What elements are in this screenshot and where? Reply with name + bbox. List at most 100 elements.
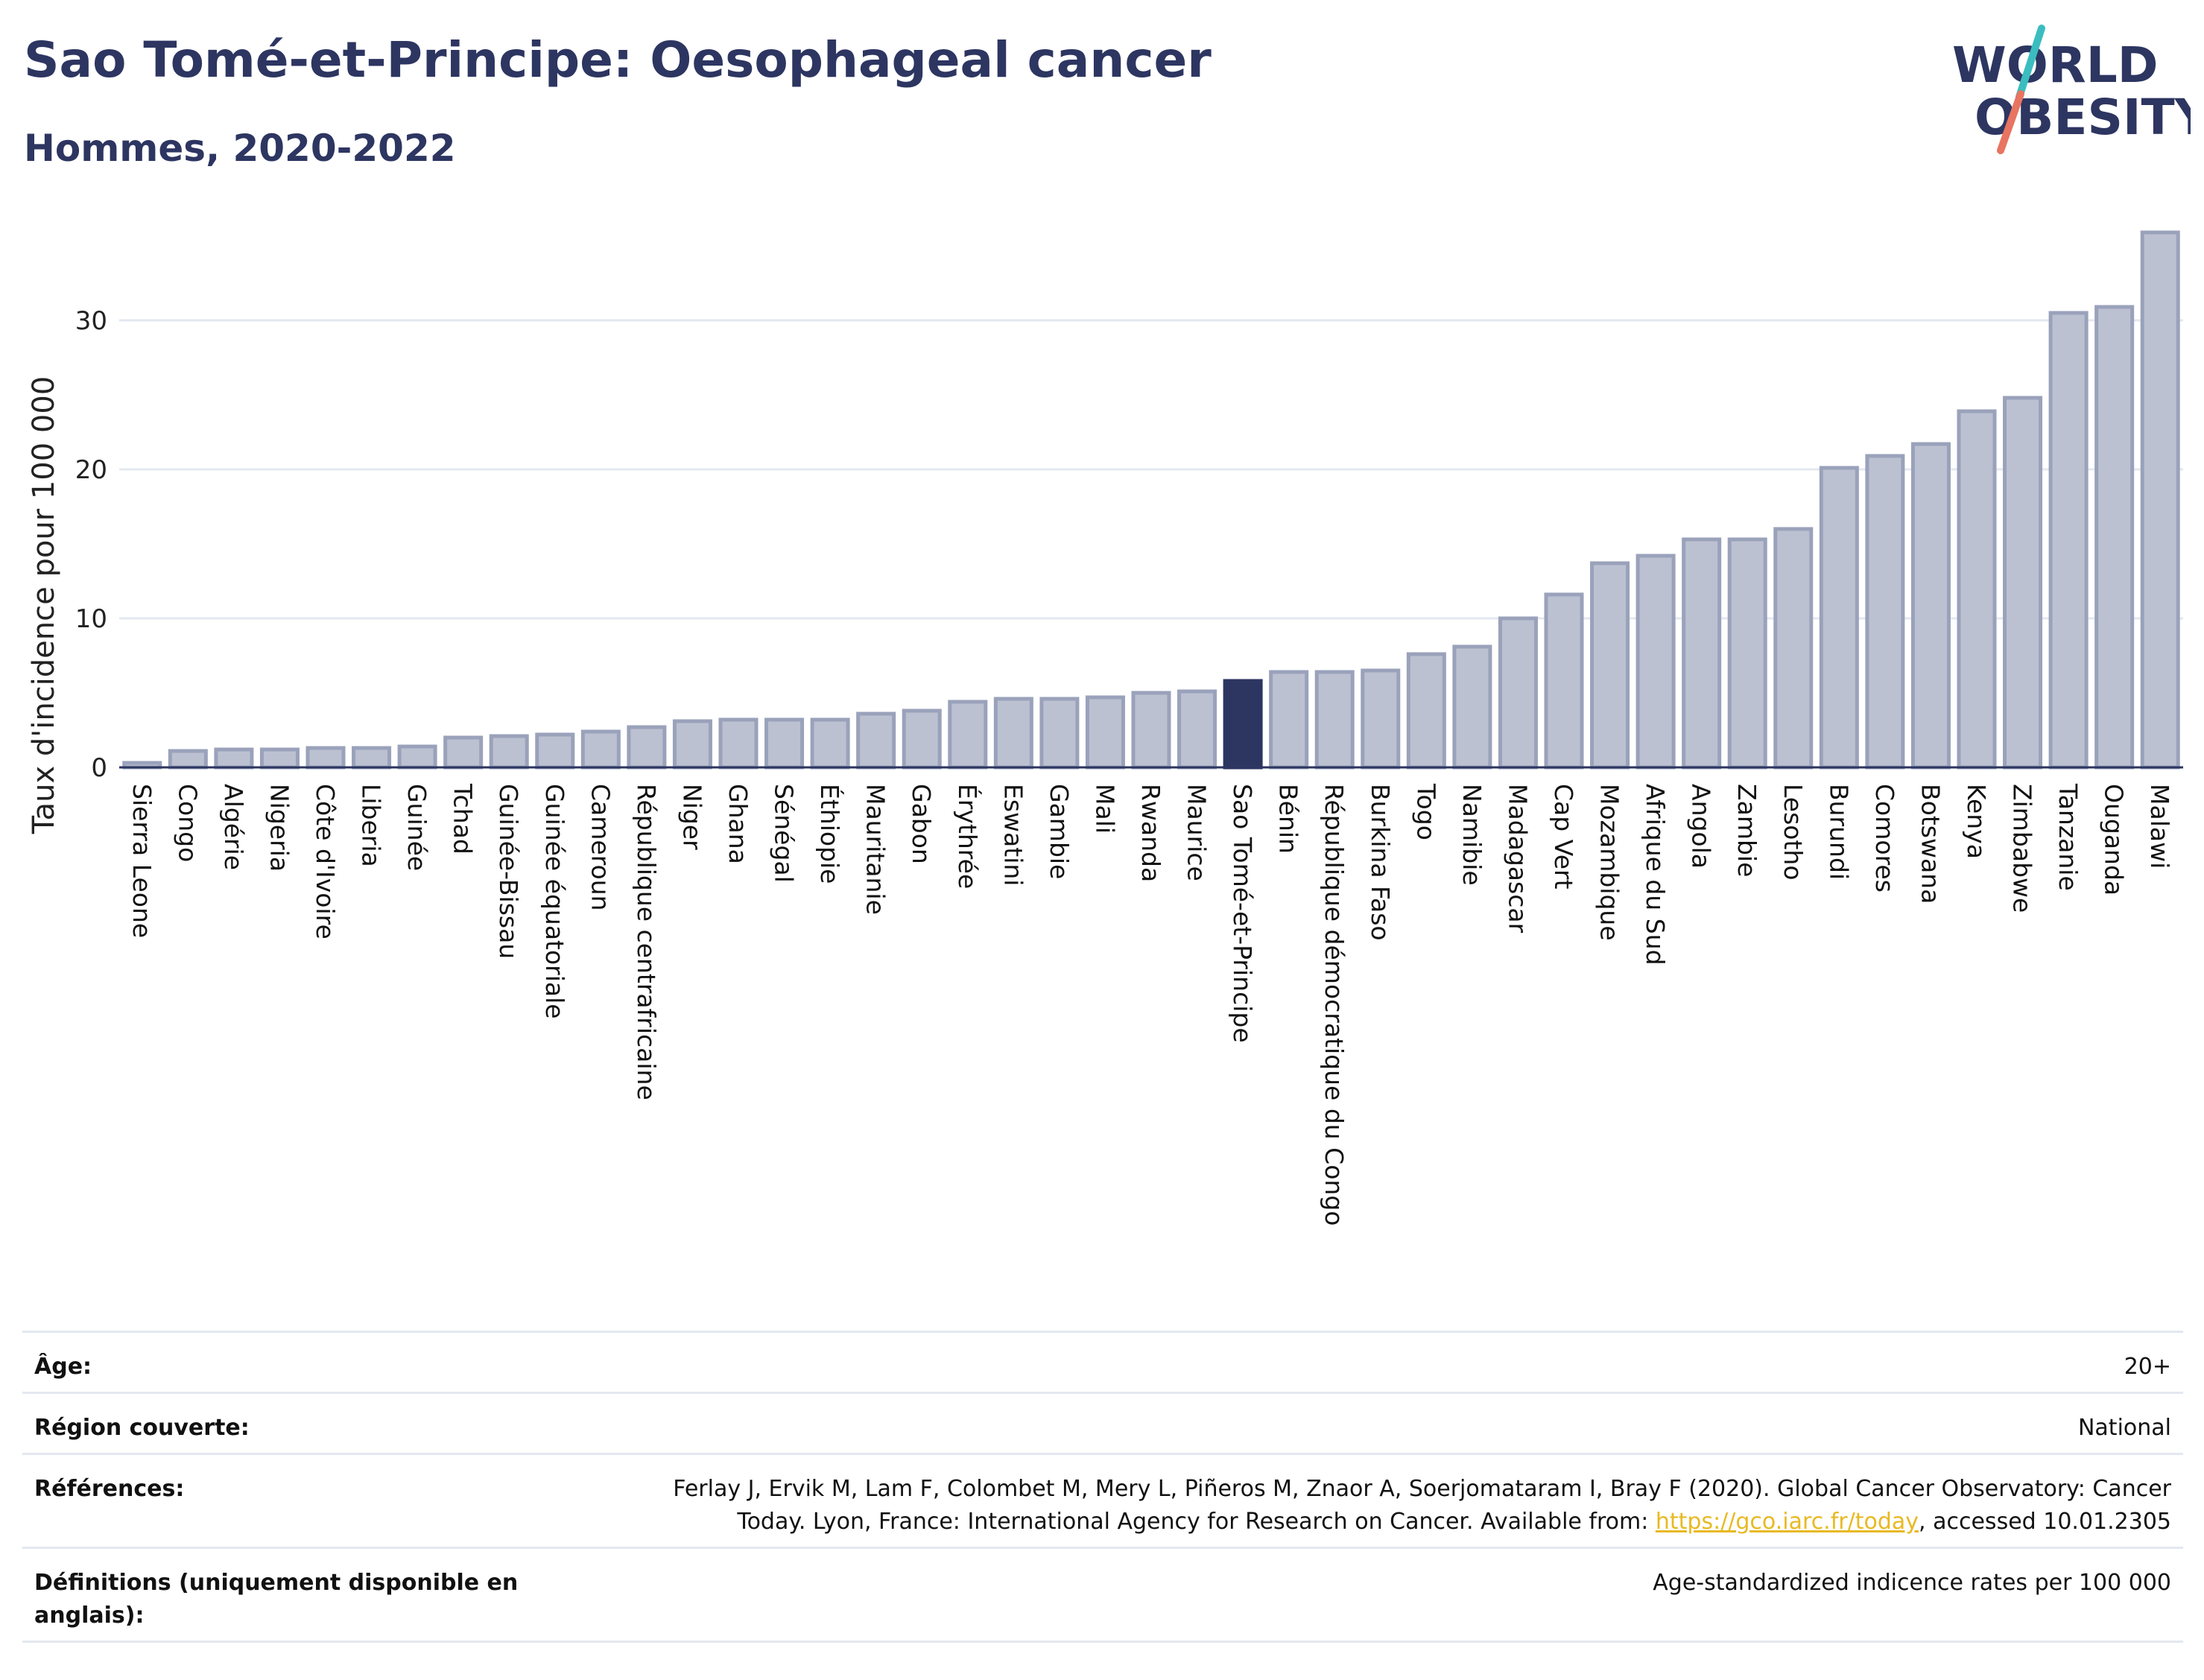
info-key: Âge:	[34, 1354, 92, 1380]
bar	[1635, 554, 1676, 770]
x-tick-label: Togo	[1411, 783, 1440, 840]
bar	[672, 719, 712, 770]
x-tick-label: Gabon	[907, 784, 936, 864]
x-tick-label: Maurice	[1182, 784, 1212, 881]
chart-subtitle: Hommes, 2020-2022	[24, 127, 456, 170]
bar	[856, 711, 896, 770]
x-tick-label: Algérie	[219, 784, 248, 870]
bar	[535, 732, 575, 770]
bar	[1039, 697, 1080, 770]
info-value: Age-standardized indicence rates per 100…	[1653, 1570, 2171, 1596]
x-tick-label: Cap Vert	[1549, 784, 1578, 890]
x-tick-label: Madagascar	[1503, 784, 1532, 933]
info-row-definitions: Définitions (uniquement disponible en an…	[22, 1549, 2183, 1643]
bar	[1819, 466, 1859, 770]
x-tick-label: Congo	[173, 784, 202, 862]
x-tick-label: Guinée-Bissau	[494, 784, 523, 959]
y-tick-label: 30	[75, 306, 107, 336]
bar	[168, 749, 208, 770]
info-row-age: Âge: 20+	[22, 1333, 2183, 1394]
x-tick-label: Botswana	[1916, 784, 1945, 904]
bar	[1910, 442, 1951, 770]
bar	[1314, 670, 1355, 770]
bar	[1727, 537, 1767, 770]
chart-title: Sao Tomé-et-Principe: Oesophageal cancer	[24, 31, 1212, 89]
bars	[119, 230, 2183, 770]
x-tick-label: Côte d'Ivoire	[311, 784, 340, 939]
bar	[2003, 396, 2043, 770]
x-tick-label: Angola	[1687, 784, 1716, 869]
x-tick-label: Afrique du Sud	[1641, 784, 1670, 966]
info-value: National	[2077, 1415, 2171, 1441]
y-tick-label: 20	[75, 455, 107, 485]
x-tick-label: Éthiopie	[815, 784, 845, 884]
reference-line2: Today. Lyon, France: International Agenc…	[737, 1509, 1656, 1535]
info-key: Références:	[34, 1476, 185, 1502]
bar	[214, 747, 254, 770]
x-tick-label: Cameroun	[586, 784, 615, 911]
y-axis-label: Taux d'incidence pour 100 000	[27, 376, 61, 834]
bar	[580, 729, 621, 770]
bar	[443, 735, 484, 770]
x-tick-label: Burundi	[1824, 784, 1853, 880]
x-tick-label: Guinée	[402, 784, 431, 871]
x-tick-label: Tchad	[449, 783, 478, 855]
logo-text-world: WORLD	[1952, 37, 2159, 94]
x-tick-label: Mauritanie	[861, 784, 890, 915]
x-tick-label: Guinée équatoriale	[540, 784, 569, 1019]
bar	[489, 734, 529, 770]
bar	[1361, 668, 1401, 770]
bar	[397, 744, 437, 770]
bar	[1682, 537, 1722, 770]
bar	[1269, 670, 1309, 770]
bar	[305, 746, 346, 770]
bar	[2094, 305, 2135, 770]
x-tick-label: Sénégal	[770, 784, 799, 883]
reference-line1: Ferlay J, Ervik M, Lam F, Colombet M, Me…	[673, 1476, 2171, 1502]
y-axis-ticks: 0 10 20 30	[75, 306, 107, 783]
bar	[1544, 592, 1584, 770]
bar	[627, 725, 667, 770]
x-tick-label: Sao Tomé-et-Principe	[1228, 784, 1257, 1043]
x-tick-label: Burkina Faso	[1366, 784, 1395, 941]
bar	[1865, 454, 1905, 770]
bar	[2048, 311, 2089, 770]
bar	[993, 697, 1033, 770]
x-tick-label: Mozambique	[1595, 784, 1624, 941]
bar	[1177, 689, 1217, 770]
x-tick-label: Kenya	[1962, 784, 1991, 859]
x-tick-label: Rwanda	[1136, 784, 1165, 882]
logo-slash-teal	[2015, 25, 2045, 101]
info-value: Ferlay J, Ervik M, Lam F, Colombet M, Me…	[673, 1473, 2171, 1538]
x-tick-label: Sierra Leone	[127, 784, 156, 938]
reference-link[interactable]: https://gco.iarc.fr/today	[1655, 1509, 1919, 1535]
bar	[352, 746, 392, 770]
x-tick-label: Eswatini	[998, 784, 1027, 886]
x-tick-label: Gambie	[1045, 784, 1074, 879]
bar	[1773, 527, 1814, 770]
x-tick-label: Lesotho	[1779, 784, 1808, 881]
x-tick-label: Mali	[1090, 784, 1119, 834]
info-table: Âge: 20+ Région couverte: National Référ…	[22, 1331, 2183, 1643]
info-row-references: Références: Ferlay J, Ervik M, Lam F, Co…	[22, 1455, 2183, 1549]
bar	[718, 717, 759, 770]
bar	[810, 717, 850, 770]
bar	[902, 709, 942, 770]
x-tick-label: Malawi	[2145, 784, 2174, 869]
x-tick-label: Liberia	[357, 784, 386, 867]
x-tick-label: Namibie	[1457, 784, 1486, 886]
bar	[1498, 616, 1538, 770]
x-tick-label: République centrafricaine	[632, 784, 661, 1100]
info-key: Définitions (uniquement disponible en an…	[34, 1570, 519, 1629]
bar	[1131, 691, 1171, 770]
x-tick-label: Érythrée	[953, 784, 983, 889]
bar	[1085, 695, 1125, 770]
x-tick-label: Tanzanie	[2053, 783, 2083, 891]
x-tick-label: Zimbabwe	[2008, 784, 2037, 913]
x-tick-label: République démocratique du Congo	[1320, 784, 1349, 1226]
x-tick-label: Ghana	[723, 784, 753, 864]
bar	[764, 717, 805, 770]
bar-chart: 0 10 20 30 Sierra Leone Congo Algérie Nigeria C…	[27, 230, 2183, 1226]
bar	[948, 700, 988, 770]
info-value: 20+	[2124, 1354, 2171, 1380]
